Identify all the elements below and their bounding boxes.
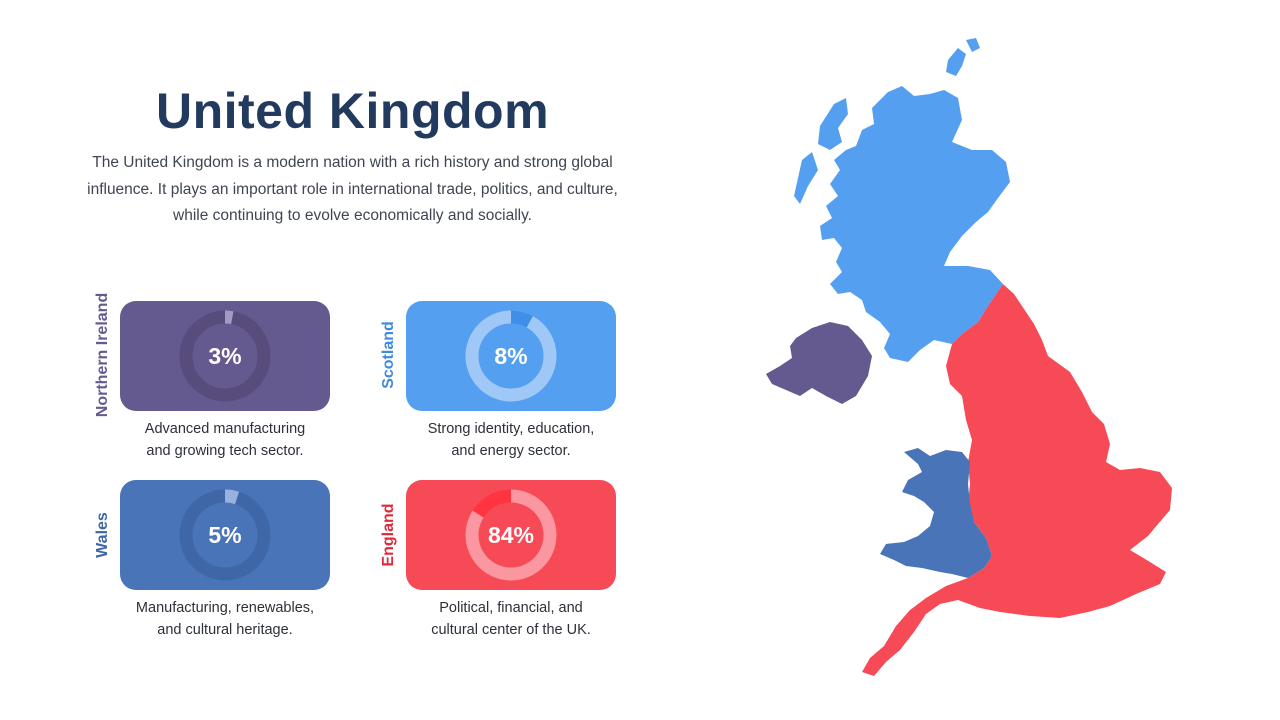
donut-northern-ireland	[179, 310, 271, 402]
page-description: The United Kingdom is a modern nation wi…	[87, 154, 618, 224]
donut-england	[465, 489, 557, 581]
caption-line: cultural center of the UK.	[431, 622, 591, 638]
map-region-wales	[880, 448, 992, 578]
region-label-england: England	[380, 503, 397, 567]
stat-card-northern-ireland: 3%	[120, 301, 330, 411]
donut-wales	[179, 489, 271, 581]
percent-wales: 5%	[208, 521, 242, 548]
caption-line: Political, financial, and	[439, 600, 583, 616]
caption-line: and cultural heritage.	[157, 622, 293, 638]
map-region-northern-ireland	[766, 322, 872, 404]
donut-arc-northern-ireland	[224, 310, 234, 325]
caption-line: and energy sector.	[451, 443, 571, 459]
caption-line: Strong identity, education,	[427, 421, 595, 437]
uk-map	[766, 38, 1172, 676]
caption-wales: Manufacturing, renewables, and cultural …	[105, 597, 345, 641]
percent-scotland: 8%	[494, 342, 528, 369]
caption-northern-ireland: Advanced manufacturing and growing tech …	[105, 418, 345, 462]
percent-england: 84%	[487, 521, 535, 548]
caption-line: Advanced manufacturing	[144, 421, 306, 437]
map-region-scotland	[820, 86, 1010, 362]
stat-card-scotland: 8%	[406, 301, 616, 411]
donut-arc-england	[465, 489, 557, 581]
map-region-scotland-islands	[794, 38, 980, 204]
caption-line: and growing tech sector.	[146, 443, 304, 459]
donut-scotland	[465, 310, 557, 402]
map-region-england	[862, 284, 1172, 676]
region-label-wales: Wales	[94, 512, 111, 558]
donut-arc-wales	[224, 489, 240, 505]
caption-england: Political, financial, and cultural cente…	[391, 597, 631, 641]
region-label-scotland: Scotland	[380, 321, 397, 389]
page-title: United Kingdom	[155, 83, 550, 139]
stat-card-england: 84%	[406, 480, 616, 590]
donut-arc-scotland	[510, 310, 533, 328]
stat-card-wales: 5%	[120, 480, 330, 590]
caption-scotland: Strong identity, education, and energy s…	[391, 418, 631, 462]
caption-line: Manufacturing, renewables,	[135, 600, 315, 616]
percent-northern-ireland: 3%	[208, 342, 242, 369]
region-label-northern-ireland: Northern Ireland	[94, 292, 111, 418]
